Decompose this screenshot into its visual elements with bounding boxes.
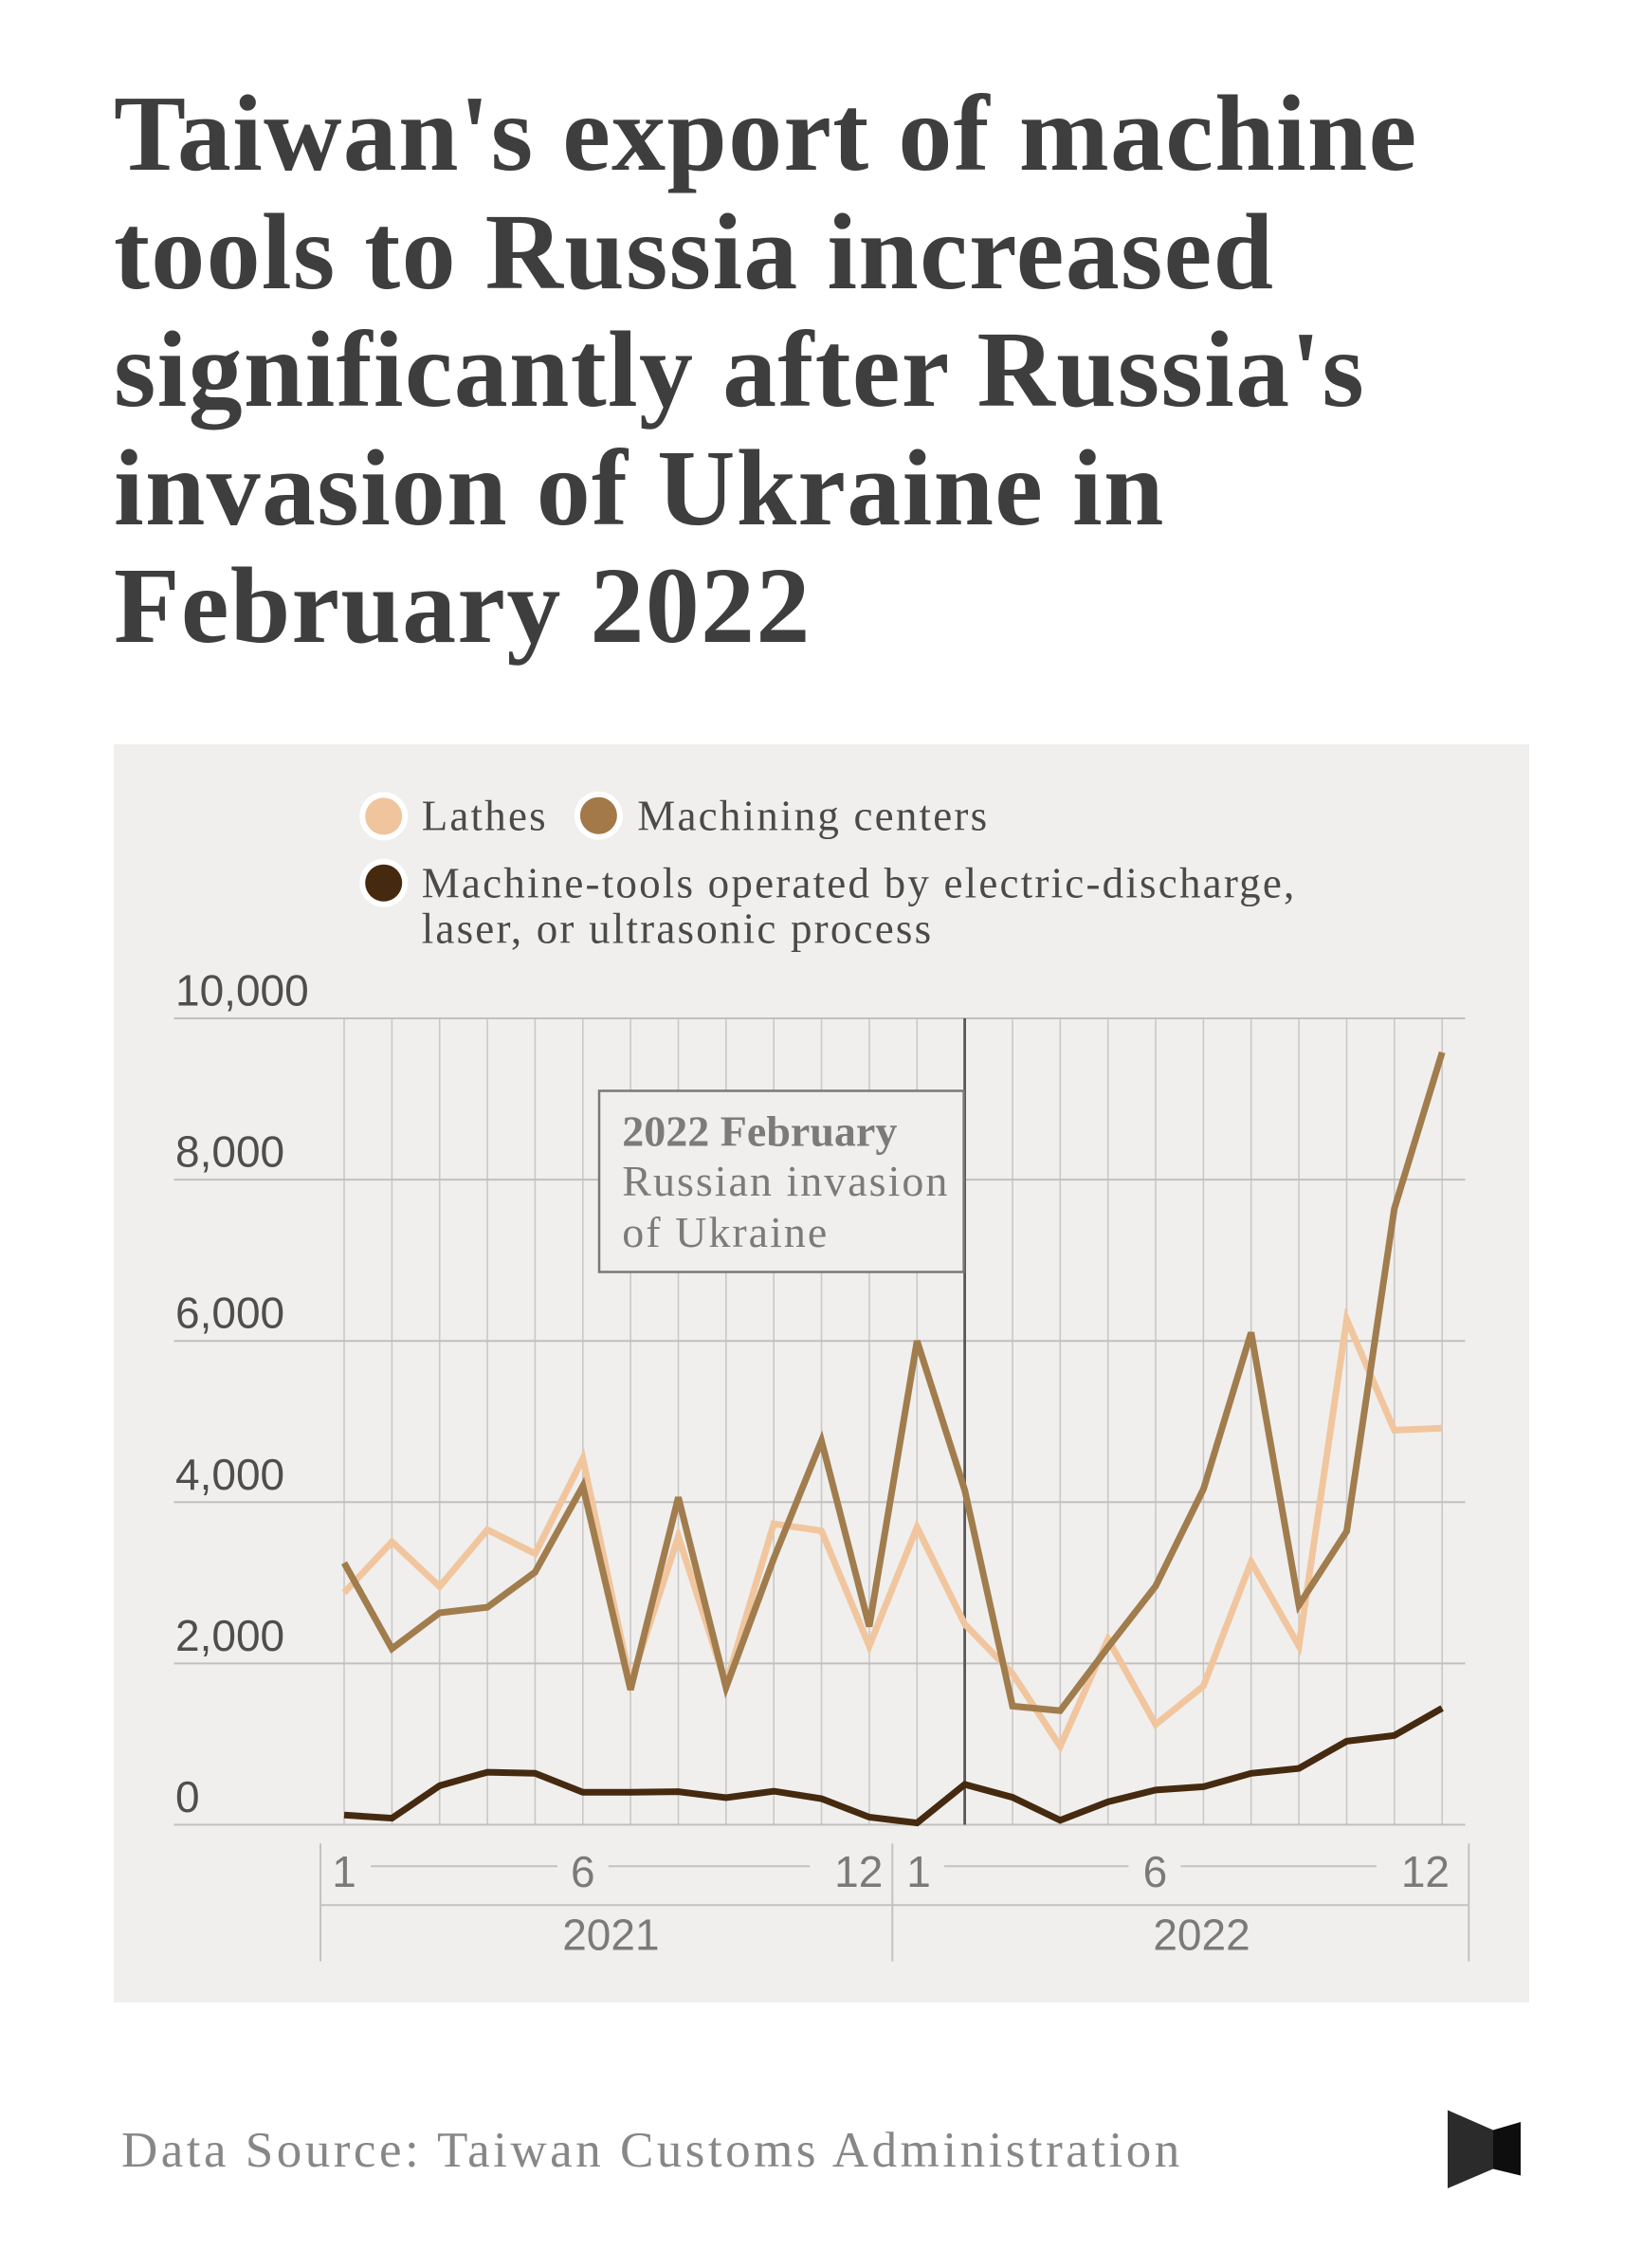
svg-text:2022 February: 2022 February xyxy=(622,1107,897,1156)
svg-text:1: 1 xyxy=(906,1847,931,1896)
svg-text:6,000: 6,000 xyxy=(175,1289,284,1338)
svg-text:10,000: 10,000 xyxy=(175,966,309,1015)
svg-text:6: 6 xyxy=(1143,1847,1168,1896)
svg-text:laser, or ultrasonic process: laser, or ultrasonic process xyxy=(422,905,934,953)
svg-text:6: 6 xyxy=(571,1847,595,1896)
svg-text:2022: 2022 xyxy=(1153,1911,1250,1960)
svg-text:Russian invasion: Russian invasion xyxy=(622,1157,949,1205)
svg-text:Machining centers: Machining centers xyxy=(637,793,989,840)
svg-text:12: 12 xyxy=(834,1847,883,1896)
svg-text:8,000: 8,000 xyxy=(175,1127,284,1177)
svg-text:1: 1 xyxy=(332,1847,356,1896)
svg-text:4,000: 4,000 xyxy=(175,1450,284,1499)
svg-text:12: 12 xyxy=(1401,1847,1450,1896)
svg-text:2,000: 2,000 xyxy=(175,1611,284,1660)
svg-text:of Ukraine: of Ukraine xyxy=(622,1208,829,1256)
svg-text:Lathes: Lathes xyxy=(422,793,548,840)
svg-text:Machine-tools operated by elec: Machine-tools operated by electric-disch… xyxy=(422,860,1297,907)
svg-text:2021: 2021 xyxy=(562,1911,659,1960)
svg-text:0: 0 xyxy=(175,1772,200,1821)
